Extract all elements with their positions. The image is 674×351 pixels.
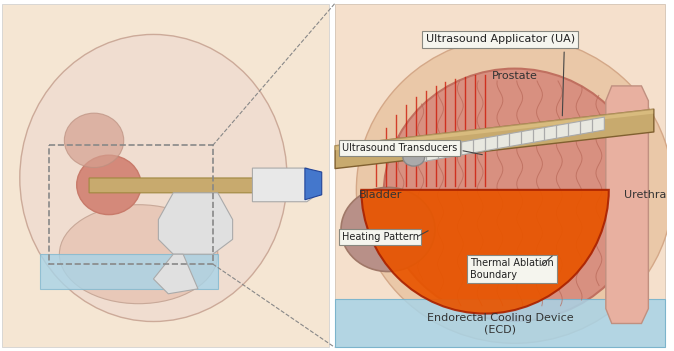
FancyBboxPatch shape	[2, 4, 329, 347]
Text: Urethra: Urethra	[623, 190, 666, 200]
Text: Ultrasound Applicator (UA): Ultrasound Applicator (UA)	[426, 34, 575, 44]
Ellipse shape	[77, 155, 141, 214]
Polygon shape	[40, 254, 218, 289]
Ellipse shape	[403, 148, 425, 166]
Polygon shape	[334, 299, 665, 347]
Polygon shape	[606, 86, 648, 324]
Text: Thermal Ablation
Boundary: Thermal Ablation Boundary	[470, 258, 554, 280]
Text: Heating Pattern: Heating Pattern	[342, 232, 419, 243]
Ellipse shape	[20, 34, 287, 322]
Ellipse shape	[59, 205, 218, 304]
Ellipse shape	[384, 68, 646, 321]
Polygon shape	[158, 193, 233, 254]
Text: Ultrasound Transducers: Ultrasound Transducers	[342, 143, 457, 153]
Polygon shape	[305, 168, 321, 200]
Polygon shape	[334, 4, 665, 347]
Wedge shape	[361, 190, 609, 313]
Ellipse shape	[64, 113, 124, 167]
Ellipse shape	[341, 187, 435, 272]
Ellipse shape	[357, 37, 673, 343]
Polygon shape	[154, 254, 198, 294]
Text: Bladder: Bladder	[359, 190, 402, 200]
Text: Endorectal Cooling Device
(ECD): Endorectal Cooling Device (ECD)	[427, 313, 573, 334]
Polygon shape	[253, 168, 317, 202]
Polygon shape	[89, 178, 268, 193]
Text: Prostate: Prostate	[492, 71, 538, 81]
